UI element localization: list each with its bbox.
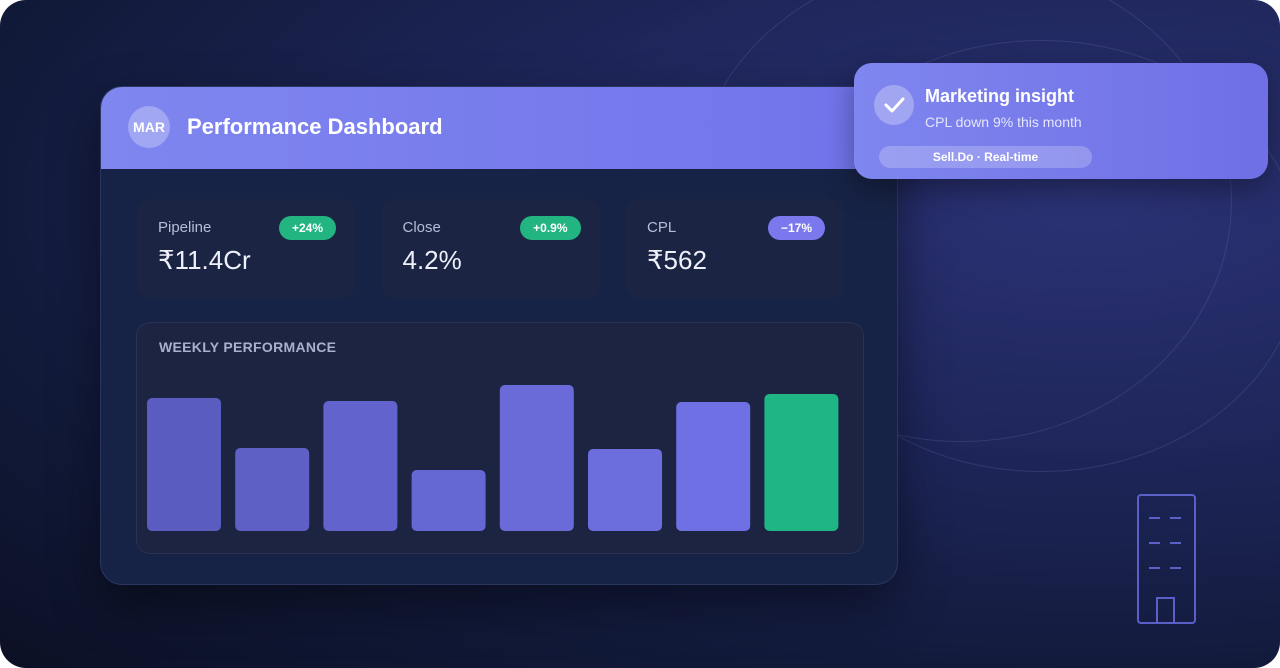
stat-card: Pipeline ₹11.4Cr +24% xyxy=(137,199,355,298)
stat-value: ₹11.4Cr xyxy=(158,245,251,275)
change-chip: +24% xyxy=(278,216,336,240)
stat-label: CPL xyxy=(647,219,677,236)
bar xyxy=(676,402,751,531)
source-tag: Sell.Do · Real-time xyxy=(879,146,1092,168)
bar xyxy=(411,470,486,531)
dashboard-card: MAR Performance Dashboard Pipeline ₹11.4C… xyxy=(100,86,898,585)
card-header: MAR Performance Dashboard xyxy=(101,87,897,169)
change-chip: −17% xyxy=(767,216,825,240)
notification[interactable]: Marketing insight CPL down 9% this month… xyxy=(854,63,1268,179)
bar xyxy=(235,448,310,531)
bar xyxy=(588,449,662,531)
notification-text: CPL down 9% this month xyxy=(925,114,1082,130)
bar-chart xyxy=(147,385,839,531)
check-icon xyxy=(874,85,914,125)
dashboard-title: Performance Dashboard xyxy=(187,114,443,139)
notification-title: Marketing insight xyxy=(925,86,1075,106)
bar xyxy=(764,394,839,531)
stat-value: ₹562 xyxy=(647,245,707,275)
stat-card: CPL ₹562 −17% xyxy=(626,199,844,298)
stat-label: Pipeline xyxy=(158,219,212,236)
change-chip: +0.9% xyxy=(520,216,581,240)
bar xyxy=(323,401,398,531)
bar xyxy=(499,385,574,531)
stat-label: Close xyxy=(402,219,441,236)
building-icon xyxy=(1137,494,1196,624)
bar xyxy=(147,398,221,531)
month-badge: MAR xyxy=(128,106,170,148)
chart-title: WEEKLY PERFORMANCE xyxy=(159,339,337,355)
chart-panel: WEEKLY PERFORMANCE xyxy=(136,322,864,554)
stat-value: 4.2% xyxy=(402,245,462,275)
stat-card: Close 4.2% +0.9% xyxy=(381,199,600,298)
